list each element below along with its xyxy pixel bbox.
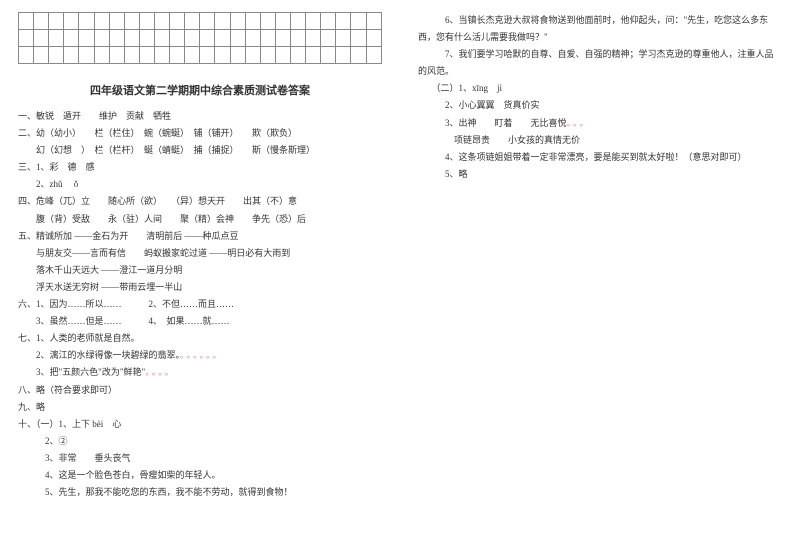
right-column: 6、当镇长杰克逊大叔将食物送到他面前时，他仰起头，问："先生，吃您这么多东 西，… — [400, 0, 800, 554]
text: 2、漓江的水绿得像一块碧绿的翡翠。 — [18, 350, 180, 360]
answer-line: 6、当镇长杰克逊大叔将食物送到他面前时，他仰起头，问："先生，吃您这么多东 — [418, 12, 782, 29]
answer-line: 七、1、人类的老师就是自然。 — [18, 330, 382, 347]
answer-line: 四、危峰（兀）立 随心所（欲） （异）想天开 出其（不）意 — [18, 193, 382, 210]
document-title: 四年级语文第二学期期中综合素质测试卷答案 — [18, 82, 382, 98]
answer-line: 2、zhǔ ǒ — [18, 176, 382, 193]
answer-line: 2、漓江的水绿得像一块碧绿的翡翠。。。。。。。 — [18, 347, 382, 364]
text: 3、把"五颜六色"改为"鲜艳" — [18, 367, 145, 377]
answer-line: 3、出神 盯着 无比喜悦。。。 — [418, 115, 782, 132]
answer-line: 4、这是一个脸色苍白，骨瘦如柴的年轻人。 — [18, 467, 382, 484]
answer-line: 2、② — [18, 433, 382, 450]
answer-line: 腹（背）受敌 永（驻）人间 聚（精）会神 争先（恐）后 — [18, 211, 382, 228]
answer-line: （二）1、xīng jì — [418, 80, 782, 97]
answer-line: 九、略 — [18, 399, 382, 416]
answer-line: 二、幼（幼小） 栏（栏住） 蜿（蜿蜒） 铺（铺开） 欺（欺负） — [18, 125, 382, 142]
emphasis-dots: 。。。。。。 — [180, 350, 224, 360]
answer-line: 幻（幻想 ） 栏（栏杆） 蜒（蜻蜓） 捕（捕捉） 斯（慢条斯理） — [18, 142, 382, 159]
answer-line: 4、这条项链姐姐带着一定非常漂亮，要是能买到就太好啦！（意思对即可） — [418, 149, 782, 166]
answer-line: 与朋友交——言而有信 蚂蚁搬家蛇过道 ——明日必有大雨到 — [18, 245, 382, 262]
answer-grid — [18, 12, 382, 64]
answer-line: 5、略 — [418, 166, 782, 183]
answer-line: 八、略（符合要求即可） — [18, 382, 382, 399]
answer-line: 3、非常 垂头丧气 — [18, 450, 382, 467]
answer-line: 3、把"五颜六色"改为"鲜艳"。。。。 — [18, 364, 382, 381]
answer-line: 十、（一）1、上下 bèi 心 — [18, 416, 382, 433]
answer-line: 西，您有什么活儿需要我做吗？" — [418, 29, 782, 46]
answer-line: 一、敏锐 遁开 维护 贡献 牺牲 — [18, 108, 382, 125]
answer-line: 浮天水送无穷树 ——带雨云埋一半山 — [18, 279, 382, 296]
answer-line: 落木千山天远大 ——澄江一道月分明 — [18, 262, 382, 279]
answer-line: 5、先生，那我不能吃您的东西，我不能不劳动，就得到食物！ — [18, 484, 382, 501]
left-column: 四年级语文第二学期期中综合素质测试卷答案 一、敏锐 遁开 维护 贡献 牺牲 二、… — [0, 0, 400, 554]
emphasis-dots: 。。。 — [567, 118, 591, 128]
answer-line: 的风范。 — [418, 63, 782, 80]
answer-line: 六、1、因为……所以…… 2、不但……而且…… — [18, 296, 382, 313]
answer-line: 2、小心翼翼 货真价实 — [418, 97, 782, 114]
answer-line: 7、我们要学习哈默的自尊、自爱、自强的精神；学习杰克逊的尊重他人，注重人品 — [418, 46, 782, 63]
answer-line: 3、虽然……但是…… 4、 如果……就…… — [18, 313, 382, 330]
answer-line: 三、1、彩 德 感 — [18, 159, 382, 176]
answer-line: 五、精诚所加 ——金石为开 清明前后 ——种瓜点豆 — [18, 228, 382, 245]
answer-line: 项链昂贵 小女孩的真情无价 — [418, 132, 782, 149]
text: 3、出神 盯着 无比喜悦 — [418, 118, 567, 128]
emphasis-dots: 。。。。 — [145, 367, 176, 377]
